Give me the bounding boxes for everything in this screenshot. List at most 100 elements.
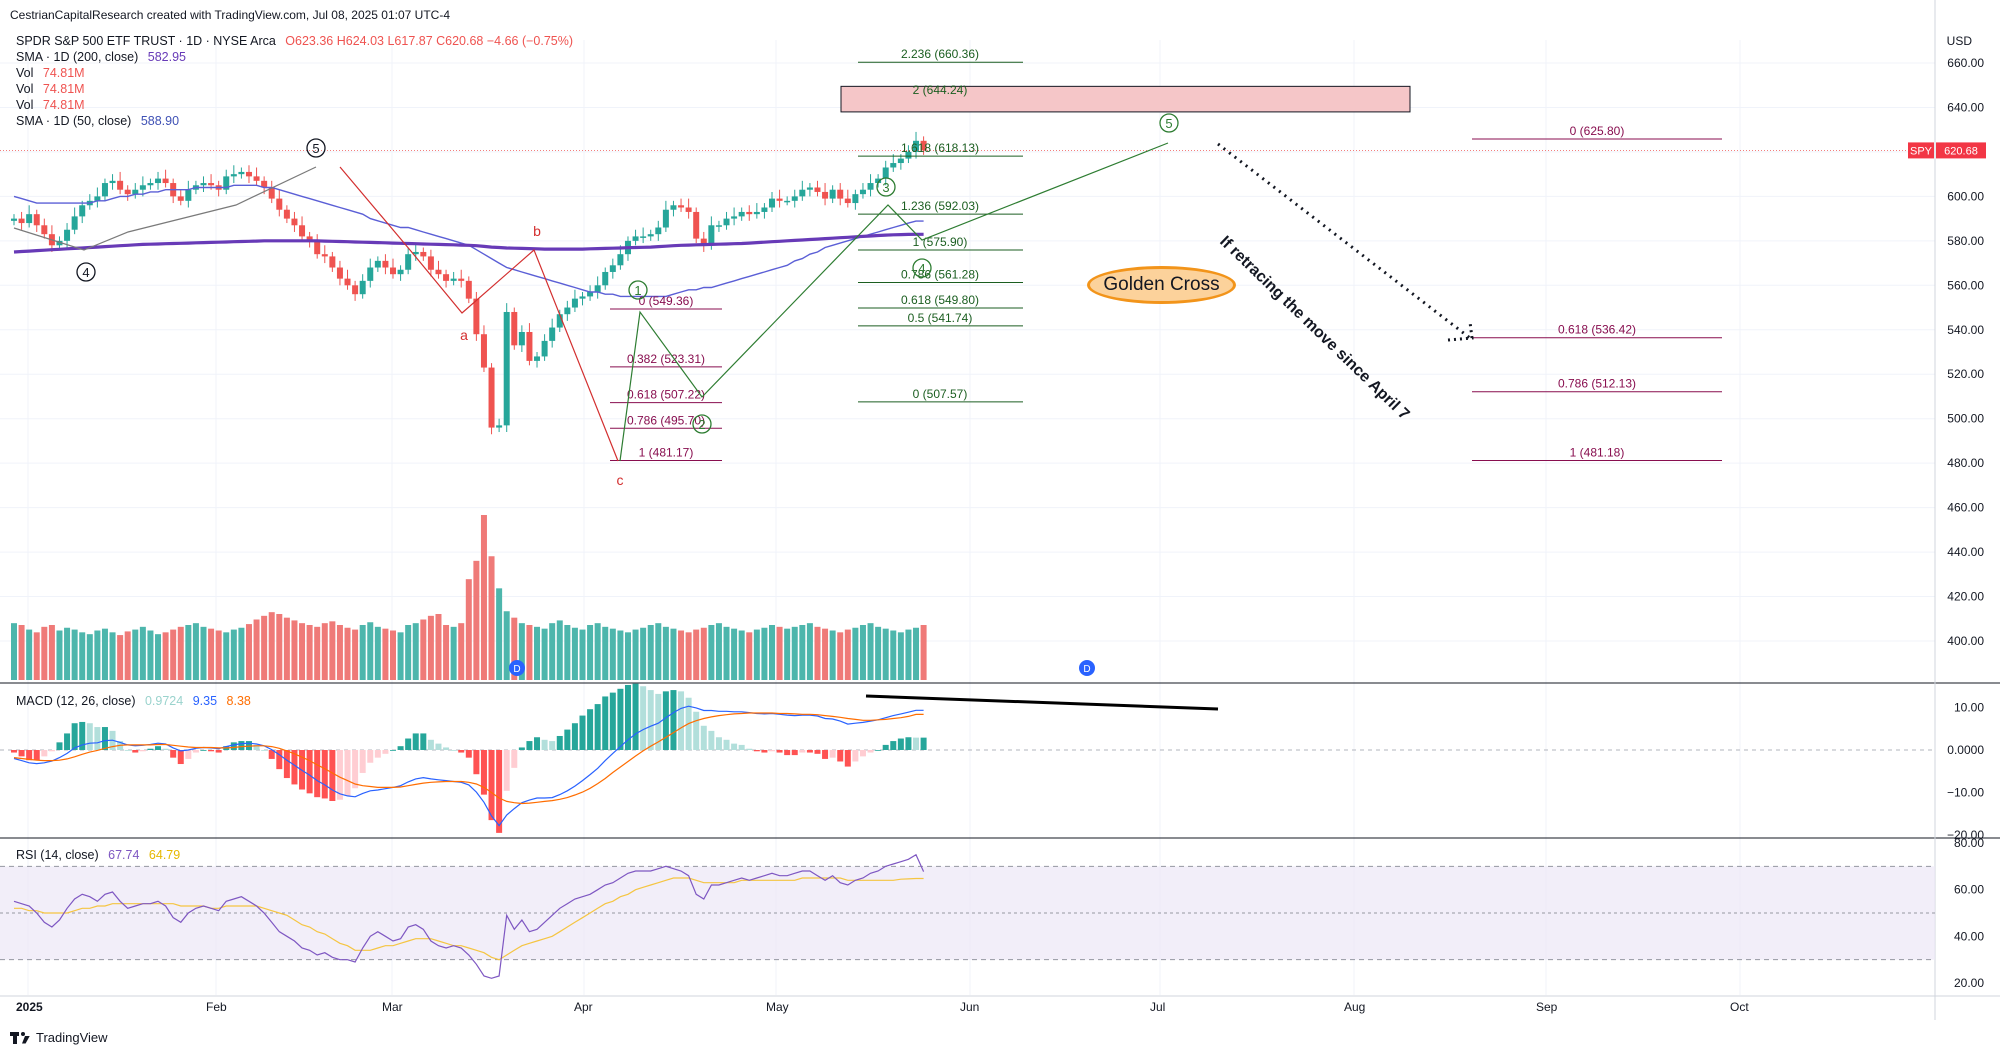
macd-histogram-bar bbox=[268, 750, 275, 759]
golden-cross-callout[interactable]: Golden Cross bbox=[1087, 266, 1236, 304]
candle-body bbox=[564, 307, 571, 315]
volume-bar bbox=[905, 629, 912, 680]
volume-bar bbox=[852, 627, 859, 680]
volume-bar bbox=[11, 623, 17, 680]
fib-left-label: 0 (549.36) bbox=[639, 294, 694, 308]
volume-bar bbox=[784, 628, 791, 680]
candle-body bbox=[678, 205, 685, 208]
macd-histogram-bar bbox=[192, 750, 199, 753]
macd-histogram-bar bbox=[556, 735, 563, 750]
volume-bar bbox=[746, 632, 753, 680]
candle-body bbox=[526, 331, 533, 361]
macd-histogram-bar bbox=[579, 715, 586, 750]
macd-histogram-bar bbox=[799, 750, 806, 753]
macd-histogram-bar bbox=[655, 693, 662, 750]
candle-body bbox=[700, 238, 707, 246]
legend-sma50-row[interactable]: SMA · 1D (50, close) 588.90 bbox=[16, 114, 179, 128]
macd-histogram-bar bbox=[94, 727, 101, 750]
vol-value: 74.81M bbox=[42, 66, 85, 80]
macd-histogram-bar bbox=[905, 737, 912, 750]
macd-histogram-bar bbox=[913, 737, 920, 750]
volume-bar bbox=[602, 626, 609, 680]
macd-histogram-bar bbox=[693, 711, 700, 750]
candle-body bbox=[367, 267, 374, 281]
volume-bar bbox=[503, 611, 510, 680]
macd-histogram-bar bbox=[253, 744, 260, 750]
legend-vol-row-2[interactable]: Vol 74.81M bbox=[16, 82, 85, 96]
macd-histogram-bar bbox=[526, 741, 533, 750]
macd-histogram-bar bbox=[132, 750, 139, 753]
candle-body bbox=[101, 183, 108, 197]
volume-bar bbox=[655, 623, 662, 680]
rsi-value: 67.74 bbox=[108, 848, 140, 862]
candle-body bbox=[534, 356, 541, 361]
fib-mid-label: 1.236 (592.03) bbox=[901, 199, 979, 213]
candle-body bbox=[56, 240, 63, 246]
macd-histogram-bar bbox=[291, 750, 298, 785]
macd-histogram-bar bbox=[549, 741, 556, 750]
legend-symbol-row[interactable]: SPDR S&P 500 ETF TRUST · 1D · NYSE Arca … bbox=[16, 34, 573, 48]
volume-bar bbox=[397, 632, 404, 680]
x-tick-label: Jul bbox=[1150, 1000, 1165, 1014]
candle-body bbox=[306, 236, 313, 241]
candle-body bbox=[496, 425, 503, 428]
volume-bar bbox=[450, 626, 457, 680]
macd-histogram-bar bbox=[412, 733, 419, 750]
fib-mid-label: 0.5 (541.74) bbox=[908, 311, 973, 325]
volume-bar bbox=[306, 625, 313, 680]
candle-body bbox=[276, 198, 283, 210]
macd-histogram-bar bbox=[245, 741, 252, 750]
legend-vol-row-1[interactable]: Vol 74.81M bbox=[16, 66, 85, 80]
ohlc-values: O623.36 H624.03 L617.87 C620.68 −4.66 (−… bbox=[285, 34, 574, 48]
macd-histogram-bar bbox=[261, 750, 268, 751]
volume-bar bbox=[291, 620, 298, 680]
candle-body bbox=[617, 254, 624, 266]
dividend-marker-label: D bbox=[513, 664, 520, 675]
candle-body bbox=[238, 171, 245, 175]
vol-label: Vol bbox=[16, 66, 34, 80]
candle-body bbox=[314, 240, 321, 255]
wave-label-red: b bbox=[533, 223, 541, 239]
legend-macd-row[interactable]: MACD (12, 26, close) 0.9724 9.35 8.38 bbox=[16, 694, 251, 708]
macd-histogram-bar bbox=[352, 750, 359, 789]
candle-body bbox=[155, 178, 162, 184]
candle-body bbox=[253, 176, 260, 181]
volume-bar bbox=[238, 627, 245, 680]
legend-rsi-row[interactable]: RSI (14, close) 67.74 64.79 bbox=[16, 848, 180, 862]
macd-histogram-bar bbox=[564, 729, 571, 750]
legend-vol-row-3[interactable]: Vol 74.81M bbox=[16, 98, 85, 112]
wave-label-green: 2 bbox=[698, 417, 705, 432]
volume-bar bbox=[420, 619, 427, 680]
tradingview-footer[interactable]: TradingView bbox=[10, 1030, 108, 1045]
macd-histogram-bar bbox=[238, 741, 245, 750]
macd-histogram-bar bbox=[723, 739, 730, 750]
volume-bar bbox=[276, 614, 283, 680]
volume-bar bbox=[359, 625, 366, 680]
volume-bar bbox=[336, 625, 343, 680]
volume-bar bbox=[18, 625, 25, 680]
volume-bar bbox=[715, 623, 722, 680]
candle-body bbox=[200, 183, 207, 186]
candle-body bbox=[708, 225, 715, 246]
candle-body bbox=[670, 205, 677, 210]
wave-label-red: c bbox=[617, 472, 624, 488]
volume-bar bbox=[458, 623, 465, 680]
legend-sma200-row[interactable]: SMA · 1D (200, close) 582.95 bbox=[16, 50, 186, 64]
macd-y-tick: −20.00 bbox=[1947, 828, 1984, 842]
candle-body bbox=[223, 176, 230, 190]
candle-body bbox=[33, 214, 40, 226]
vol-value: 74.81M bbox=[42, 98, 85, 112]
fib-mid-label: 2.236 (660.36) bbox=[901, 47, 979, 61]
volume-bar bbox=[185, 625, 192, 680]
candle-body bbox=[162, 178, 169, 184]
candle-body bbox=[405, 254, 412, 270]
vol-label: Vol bbox=[16, 98, 34, 112]
volume-bar bbox=[86, 634, 93, 680]
x-tick-label: 2025 bbox=[16, 1000, 43, 1014]
fib-right-label: 0 (625.80) bbox=[1570, 124, 1625, 138]
candle-body bbox=[299, 225, 306, 237]
x-tick-label: Apr bbox=[574, 1000, 593, 1014]
volume-bar bbox=[897, 632, 904, 680]
sma50-value: 588.90 bbox=[140, 114, 180, 128]
